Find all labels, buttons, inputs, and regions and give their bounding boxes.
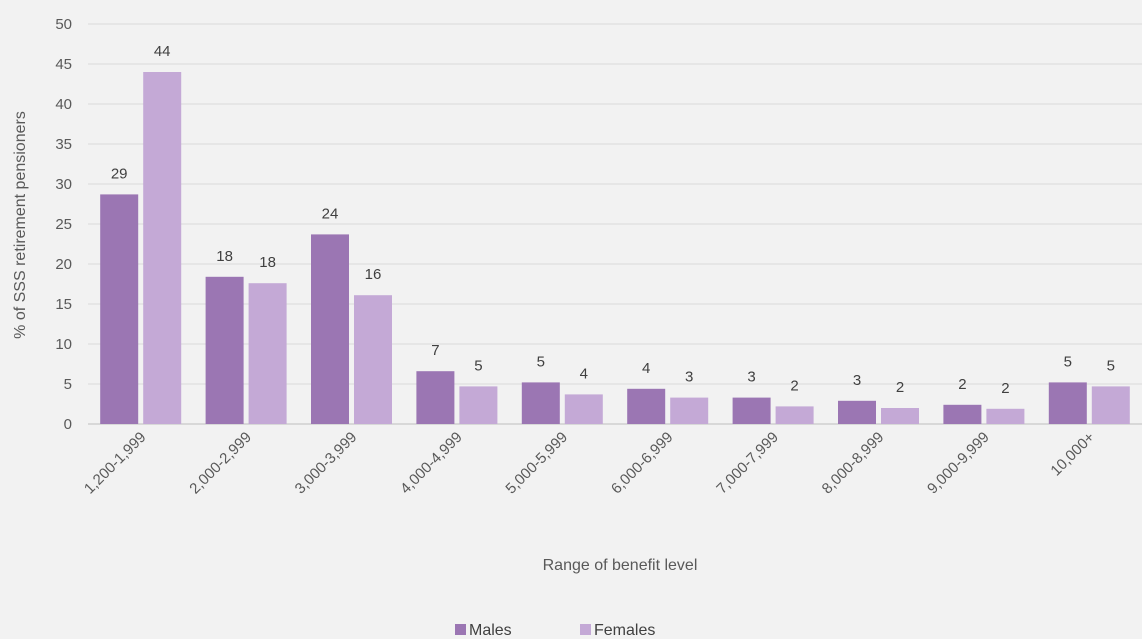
x-tick-label: 6,000-6,999	[608, 429, 677, 498]
data-label-males: 5	[537, 353, 545, 370]
x-axis-ticks: 1,200-1,999 2,000-2,999 3,000-3,999 4,000-4…	[81, 429, 1098, 498]
x-tick-label: 9,000-9,999	[924, 429, 993, 498]
data-label-males: 2	[958, 376, 966, 393]
legend-swatch-females	[580, 624, 591, 635]
bar-males	[1048, 382, 1087, 424]
bar-females	[459, 386, 498, 424]
bar-females	[354, 295, 392, 424]
bar-males	[311, 234, 349, 424]
data-label-females: 44	[154, 43, 171, 60]
bar-males	[627, 388, 666, 424]
data-label-females: 18	[259, 254, 276, 271]
bars	[100, 72, 1130, 424]
x-tick-label: 2,000-2,999	[186, 429, 255, 498]
y-tick-label: 50	[55, 16, 72, 33]
y-tick-label: 20	[55, 256, 72, 273]
legend-label-males: Males	[469, 622, 512, 639]
data-label-females: 5	[474, 357, 482, 374]
y-axis-title: % of SSS retirement pensioners	[12, 111, 29, 339]
bar-males	[838, 400, 876, 424]
y-tick-label: 45	[55, 56, 72, 73]
data-label-males: 18	[216, 248, 233, 265]
data-label-females: 16	[365, 266, 382, 283]
legend-label-females: Females	[594, 622, 655, 639]
data-label-females: 2	[896, 379, 904, 396]
x-tick-label: 4,000-4,999	[397, 429, 466, 498]
x-tick-label: 1,200-1,999	[81, 429, 150, 498]
y-axis-ticks: 0 5 10 15 20 25 30 35 40 45 50	[55, 16, 72, 433]
data-label-males: 7	[431, 342, 439, 359]
bar-females	[564, 394, 603, 424]
y-tick-label: 15	[55, 296, 72, 313]
gridlines	[88, 23, 1142, 425]
bar-males	[943, 404, 982, 424]
y-tick-label: 0	[64, 416, 72, 433]
y-tick-label: 35	[55, 136, 72, 153]
x-axis-title: Range of benefit level	[543, 557, 698, 574]
y-tick-label: 5	[64, 376, 72, 393]
legend-swatch-males	[455, 624, 466, 635]
x-tick-label: 10,000+	[1047, 429, 1098, 480]
bar-females	[143, 72, 182, 424]
bar-males	[205, 276, 244, 424]
bar-females	[670, 397, 709, 424]
legend: Males Females	[455, 622, 655, 639]
data-label-males: 24	[322, 205, 339, 222]
x-tick-label: 7,000-7,999	[713, 429, 782, 498]
data-label-females: 3	[685, 369, 693, 386]
x-tick-label: 5,000-5,999	[502, 429, 571, 498]
bar-males	[521, 382, 560, 424]
bar-females	[1091, 386, 1130, 424]
bar-females	[248, 283, 287, 424]
x-tick-label: 8,000-8,999	[819, 429, 888, 498]
y-tick-label: 25	[55, 216, 72, 233]
x-tick-label: 3,000-3,999	[292, 429, 361, 498]
data-label-females: 5	[1107, 357, 1115, 374]
bar-females	[881, 408, 919, 424]
bar-females	[986, 408, 1025, 424]
y-tick-label: 10	[55, 336, 72, 353]
bar-males	[732, 397, 771, 424]
bar-males	[416, 371, 455, 424]
data-label-males: 3	[747, 369, 755, 386]
data-label-females: 4	[580, 365, 588, 382]
data-label-males: 4	[642, 360, 650, 377]
y-tick-label: 30	[55, 176, 72, 193]
y-tick-label: 40	[55, 96, 72, 113]
data-label-females: 2	[1001, 380, 1009, 397]
data-label-males: 5	[1064, 353, 1072, 370]
data-label-males: 3	[853, 372, 861, 389]
data-label-females: 2	[790, 377, 798, 394]
bar-males	[100, 194, 139, 424]
data-label-males: 29	[111, 165, 128, 182]
bar-females	[775, 406, 814, 424]
